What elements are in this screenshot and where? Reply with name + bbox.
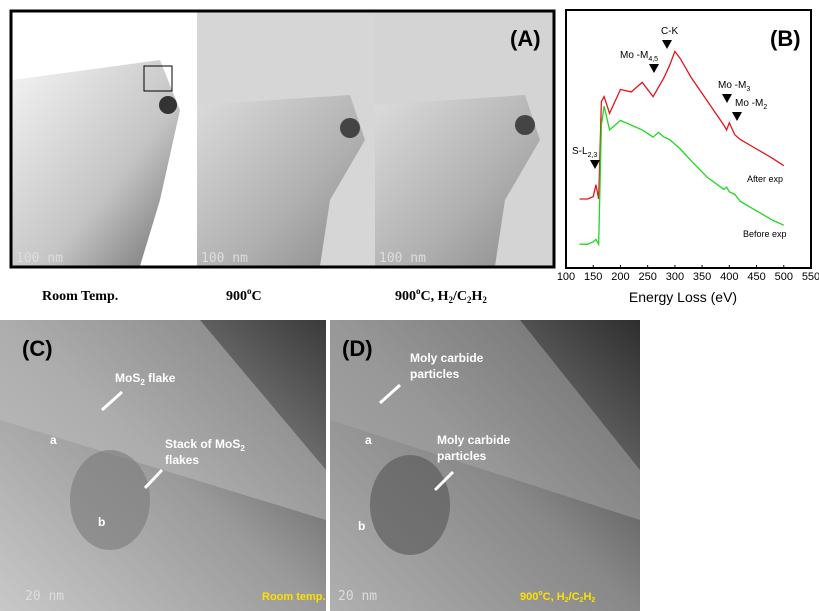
scale-bar: 100 nm — [201, 251, 248, 266]
scale-bar: 100 nm — [379, 251, 426, 266]
panel-label: (C) — [22, 336, 53, 361]
panel-b: (B) Energy Loss (eV) 100 150 200 250 300 350 4… — [557, 10, 819, 305]
annotation: MoS2 flake — [115, 371, 176, 387]
x-tick-label: 300 — [666, 271, 684, 283]
x-tick-label: 200 — [611, 271, 629, 283]
x-tick-label: 350 — [693, 271, 711, 283]
series-label: After exp — [747, 174, 783, 184]
annotation: C-K — [661, 26, 679, 37]
annotation: Moly carbide — [437, 433, 511, 447]
panel-d: (D) Moly carbide particles a Moly carbid… — [330, 320, 640, 611]
x-tick-label: 100 — [557, 271, 575, 283]
figure: (A) 100 nm 100 nm 100 nm Room Temp. 900o… — [0, 0, 819, 611]
scale-bar: 20 nm — [25, 589, 64, 604]
annotation: Stack of MoS2 — [165, 437, 245, 453]
annotation: Moly carbide — [410, 351, 484, 365]
x-tick-label: 150 — [584, 271, 602, 283]
panel-label: (D) — [342, 336, 373, 361]
caption: Room Temp. — [42, 289, 118, 304]
condition: 900oC, H2/C2H2 — [520, 590, 595, 604]
x-tick-label: 500 — [775, 271, 793, 283]
scale-bar: 20 nm — [338, 589, 377, 604]
particle — [340, 118, 360, 138]
annotation: b — [358, 519, 365, 533]
panel-a: (A) 100 nm 100 nm 100 nm Room Temp. 900o… — [10, 10, 555, 305]
flakes — [70, 450, 150, 550]
annotation: b — [98, 515, 105, 529]
x-tick-label: 250 — [638, 271, 656, 283]
caption: 900oC — [226, 286, 262, 304]
condition: Room temp. — [262, 591, 326, 603]
annotation: particles — [410, 367, 460, 381]
panel-c: (C) MoS2 flake a Stack of MoS2 flakes b … — [0, 320, 326, 611]
annotation: a — [365, 433, 372, 447]
x-tick-label: 450 — [747, 271, 765, 283]
particles — [370, 455, 450, 555]
annotation: flakes — [165, 453, 199, 467]
panel-label: (A) — [510, 26, 541, 51]
scale-bar: 100 nm — [16, 251, 63, 266]
annotation: particles — [437, 449, 487, 463]
annotation: a — [50, 433, 57, 447]
panel-label: (B) — [770, 26, 801, 51]
x-tick-label: 550 — [802, 271, 819, 283]
x-axis-label: Energy Loss (eV) — [629, 289, 737, 305]
series-label: Before exp — [743, 229, 787, 239]
x-tick-label: 400 — [720, 271, 738, 283]
particle — [515, 115, 535, 135]
particle — [159, 96, 177, 114]
caption: 900oC, H2/C2H2 — [395, 286, 487, 305]
